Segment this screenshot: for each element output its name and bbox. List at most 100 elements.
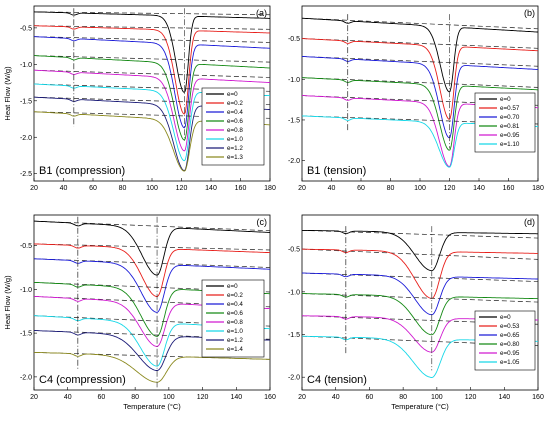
baseline-dash (302, 248, 538, 260)
series-line (34, 55, 270, 141)
baseline-dash (34, 258, 270, 268)
y-tick-label: -1.0 (20, 62, 32, 69)
legend-label: e=0.53 (500, 323, 520, 330)
legend-label: e=0.2 (227, 100, 243, 107)
x-tick-label: 180 (532, 185, 544, 192)
x-tick-label: 60 (366, 394, 374, 401)
x-tick-label: 160 (235, 185, 247, 192)
y-tick-label: -1.5 (20, 98, 32, 105)
series-line (302, 56, 538, 139)
legend-label: e=0.57 (500, 105, 520, 112)
baseline-dash (34, 69, 270, 78)
panel-label: (c) (257, 217, 268, 227)
x-tick-label: 80 (119, 185, 127, 192)
y-tick-label: -0.5 (20, 243, 32, 250)
series-line (34, 36, 270, 129)
legend-label: e=0 (227, 283, 238, 290)
series-line (302, 17, 538, 93)
x-tick-label: 160 (503, 185, 515, 192)
panel-label: (d) (524, 217, 535, 227)
legend-label: e=1.10 (500, 141, 520, 148)
y-tick-label: -1.0 (288, 77, 300, 84)
legend: e=0 e=0.2 e=0.4 e=0.6 e=0.8 e=1.0 e=1.2 e=1.4 (201, 279, 265, 358)
x-tick-label: 160 (264, 394, 276, 401)
legend-box (201, 87, 265, 166)
legend-label: e=1.2 (227, 337, 243, 344)
legend-label: e=0.81 (500, 123, 520, 130)
legend: e=0 e=0.53 e=0.65 e=0.80 e=0.95 e=1.05 (474, 310, 536, 371)
legend-label: e=0.95 (500, 350, 520, 357)
panel-label: (a) (256, 8, 267, 18)
series-line (302, 38, 538, 120)
x-tick-label: 40 (332, 394, 340, 401)
x-tick-label: 140 (230, 394, 242, 401)
series-line (34, 258, 270, 313)
series-line (302, 229, 538, 272)
legend-box (201, 279, 265, 358)
series-line (34, 243, 270, 297)
legend-label: e=0.65 (500, 332, 520, 339)
legend-box (474, 310, 536, 371)
legend-label: e=0 (227, 91, 238, 98)
x-tick-label: 120 (465, 394, 477, 401)
legend: e=0 e=0.57 e=0.70 e=0.81 e=0.95 e=1.10 (474, 92, 536, 153)
x-tick-label: 100 (146, 185, 158, 192)
panel-title: C4 (tension) (307, 374, 367, 386)
legend-label: e=0.8 (227, 127, 243, 134)
y-tick-label: -2.0 (20, 135, 32, 142)
legend-label: e=0.95 (500, 132, 520, 139)
x-tick-label: 20 (298, 185, 306, 192)
x-tick-label: 120 (176, 185, 188, 192)
legend-label: e=0.4 (227, 301, 243, 308)
x-tick-label: 40 (64, 394, 72, 401)
legend-box (474, 92, 536, 153)
legend-label: e=0.6 (227, 310, 243, 317)
y-tick-label: -1.5 (20, 331, 32, 338)
baseline-dash (302, 17, 538, 30)
baseline-dash (302, 38, 538, 49)
legend-label: e=0.70 (500, 114, 520, 121)
x-tick-label: 20 (30, 185, 38, 192)
baseline-dash (34, 25, 270, 30)
baseline-dash (302, 293, 538, 303)
x-axis-label: Temperature (°C) (123, 402, 181, 411)
baseline-dash (34, 243, 270, 251)
panel-title: B1 (compression) (39, 165, 125, 177)
series-line (302, 272, 538, 316)
series-line (34, 220, 270, 276)
x-tick-label: 140 (205, 185, 217, 192)
y-tick-label: -0.5 (20, 25, 32, 32)
legend-label: e=1.0 (227, 328, 243, 335)
series-line (34, 69, 270, 152)
baseline-dash (302, 230, 538, 239)
x-tick-label: 100 (431, 394, 443, 401)
legend-label: e=1.05 (500, 359, 520, 366)
panel-title: B1 (tension) (307, 165, 366, 177)
x-tick-label: 60 (98, 394, 106, 401)
baseline-dash (34, 36, 270, 43)
y-tick-label: -0.5 (288, 247, 300, 254)
baseline-dash (302, 272, 538, 282)
plot-frame (301, 214, 539, 391)
y-tick-label: -1.0 (288, 289, 300, 296)
x-tick-label: 140 (498, 394, 510, 401)
panel-title: C4 (compression) (39, 374, 126, 386)
panel-a: 20 40 60 80 100 120 140 160 180 -2.5 -2.0 -1.5 -1.0 -… (3, 5, 276, 192)
legend-label: e=1.4 (227, 346, 243, 353)
legend-label: e=0.80 (500, 341, 520, 348)
series-line (34, 351, 270, 383)
panel-d: 20 40 60 80 100 120 140 160 -2.0 -1.5 -1.0 -0.5 Temp… (288, 214, 544, 411)
legend-label: e=1.3 (227, 154, 243, 161)
x-tick-label: 60 (89, 185, 97, 192)
baseline-dash (34, 55, 270, 63)
x-tick-label: 120 (444, 185, 456, 192)
legend-label: e=0.4 (227, 109, 243, 116)
baseline-dash (34, 11, 270, 16)
x-tick-label: 120 (197, 394, 209, 401)
baseline-dash (34, 220, 270, 232)
legend-label: e=0.6 (227, 118, 243, 125)
panel-b: 20 40 60 80 100 120 140 160 180 -2.0 -1.5 -1.0 -0.5 (… (288, 5, 544, 192)
y-tick-label: -1.5 (288, 332, 300, 339)
x-tick-label: 40 (328, 185, 336, 192)
